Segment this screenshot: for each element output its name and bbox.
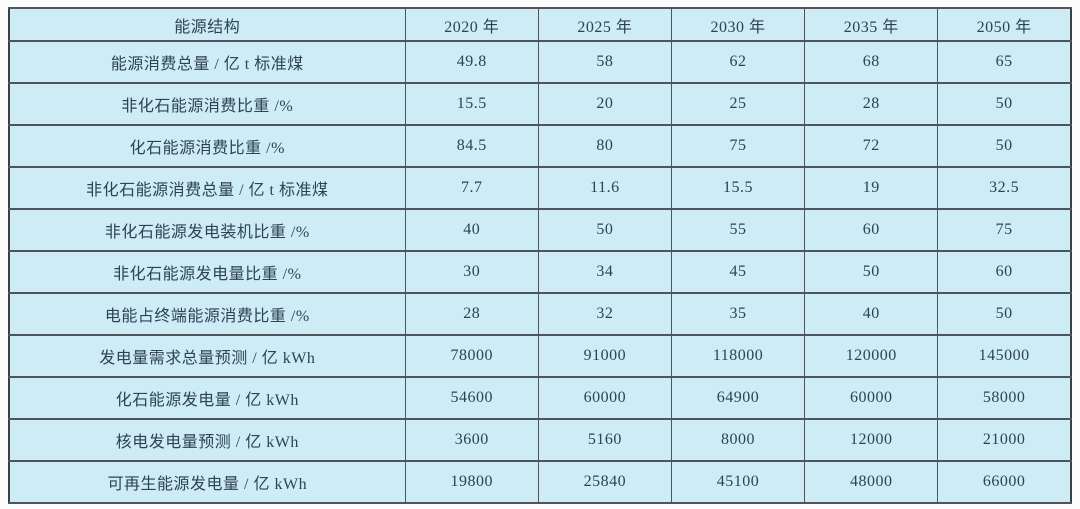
column-header-2030: 2030 年 [670,7,806,42]
header-row: 能源结构 2020 年 2025 年 2030 年 2035 年 2050 年 [8,7,1072,42]
cell-value: 60 [804,208,939,252]
table-row: 核电发电量预测 / 亿 kWh 3600 5160 8000 12000 21000 [8,418,1072,462]
row-label: 发电量需求总量预测 / 亿 kWh [8,334,406,378]
cell-value: 25840 [537,460,672,504]
column-header-2035: 2035 年 [804,7,939,42]
row-label: 核电发电量预测 / 亿 kWh [8,418,406,462]
row-label: 非化石能源消费比重 /% [8,82,406,126]
cell-value: 66000 [937,460,1072,504]
row-label: 非化石能源消费总量 / 亿 t 标准煤 [8,166,406,210]
table-row: 可再生能源发电量 / 亿 kWh 19800 25840 45100 48000 6600… [8,460,1072,504]
cell-value: 20 [537,82,672,126]
cell-value: 40 [404,208,539,252]
cell-value: 80 [537,124,672,168]
energy-structure-table: 能源结构 2020 年 2025 年 2030 年 2035 年 2050 年 … [8,7,1072,504]
table-row: 非化石能源消费比重 /% 15.5 20 25 28 50 [8,82,1072,126]
cell-value: 19 [804,166,939,210]
column-header-2020: 2020 年 [404,7,539,42]
cell-value: 35 [670,292,806,336]
table-row: 非化石能源发电装机比重 /% 40 50 55 60 75 [8,208,1072,252]
cell-value: 28 [804,82,939,126]
cell-value: 60000 [804,376,939,420]
row-label: 可再生能源发电量 / 亿 kWh [8,460,406,504]
row-label: 电能占终端能源消费比重 /% [8,292,406,336]
cell-value: 65 [937,40,1072,84]
cell-value: 32 [537,292,672,336]
cell-value: 145000 [937,334,1072,378]
row-label: 能源消费总量 / 亿 t 标准煤 [8,40,406,84]
cell-value: 32.5 [937,166,1072,210]
cell-value: 48000 [804,460,939,504]
column-header-2050: 2050 年 [937,7,1072,42]
cell-value: 7.7 [404,166,539,210]
cell-value: 78000 [404,334,539,378]
cell-value: 50 [937,124,1072,168]
cell-value: 68 [804,40,939,84]
table-row: 非化石能源发电量比重 /% 30 34 45 50 60 [8,250,1072,294]
cell-value: 45 [670,250,806,294]
cell-value: 58000 [937,376,1072,420]
table-row: 电能占终端能源消费比重 /% 28 32 35 40 50 [8,292,1072,336]
cell-value: 84.5 [404,124,539,168]
cell-value: 120000 [804,334,939,378]
cell-value: 75 [937,208,1072,252]
cell-value: 28 [404,292,539,336]
column-header-2025: 2025 年 [537,7,672,42]
table-row: 发电量需求总量预测 / 亿 kWh 78000 91000 118000 120000 1… [8,334,1072,378]
column-header-category: 能源结构 [8,7,406,42]
cell-value: 64900 [670,376,806,420]
cell-value: 62 [670,40,806,84]
cell-value: 21000 [937,418,1072,462]
table-row: 化石能源消费比重 /% 84.5 80 75 72 50 [8,124,1072,168]
cell-value: 75 [670,124,806,168]
cell-value: 72 [804,124,939,168]
cell-value: 19800 [404,460,539,504]
cell-value: 12000 [804,418,939,462]
table-body: 能源消费总量 / 亿 t 标准煤 49.8 58 62 68 65 非化石能源消费比重 /%… [8,40,1072,504]
table-row: 能源消费总量 / 亿 t 标准煤 49.8 58 62 68 65 [8,40,1072,84]
table-row: 非化石能源消费总量 / 亿 t 标准煤 7.7 11.6 15.5 19 32.5 [8,166,1072,210]
cell-value: 3600 [404,418,539,462]
cell-value: 15.5 [670,166,806,210]
cell-value: 49.8 [404,40,539,84]
cell-value: 30 [404,250,539,294]
cell-value: 50 [537,208,672,252]
cell-value: 50 [804,250,939,294]
cell-value: 34 [537,250,672,294]
row-label: 化石能源消费比重 /% [8,124,406,168]
cell-value: 50 [937,82,1072,126]
cell-value: 8000 [670,418,806,462]
table-row: 化石能源发电量 / 亿 kWh 54600 60000 64900 60000 58000 [8,376,1072,420]
cell-value: 15.5 [404,82,539,126]
cell-value: 11.6 [537,166,672,210]
cell-value: 118000 [670,334,806,378]
cell-value: 5160 [537,418,672,462]
row-label: 化石能源发电量 / 亿 kWh [8,376,406,420]
cell-value: 58 [537,40,672,84]
cell-value: 45100 [670,460,806,504]
cell-value: 91000 [537,334,672,378]
cell-value: 60000 [537,376,672,420]
cell-value: 40 [804,292,939,336]
cell-value: 60 [937,250,1072,294]
row-label: 非化石能源发电装机比重 /% [8,208,406,252]
row-label: 非化石能源发电量比重 /% [8,250,406,294]
cell-value: 55 [670,208,806,252]
cell-value: 50 [937,292,1072,336]
cell-value: 54600 [404,376,539,420]
cell-value: 25 [670,82,806,126]
